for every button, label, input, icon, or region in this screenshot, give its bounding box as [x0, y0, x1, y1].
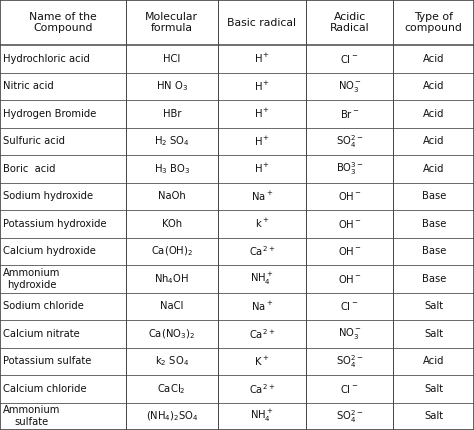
Text: SO$_4^{2-}$: SO$_4^{2-}$	[336, 353, 363, 370]
Text: Ca$^{2+}$: Ca$^{2+}$	[249, 327, 275, 341]
Text: Cl$^-$: Cl$^-$	[340, 383, 359, 395]
Text: SO$_4^{2-}$: SO$_4^{2-}$	[336, 133, 363, 150]
Text: NO$_3^-$: NO$_3^-$	[337, 79, 362, 94]
Text: BO$_3^{3-}$: BO$_3^{3-}$	[336, 160, 364, 177]
Text: k$^+$: k$^+$	[255, 217, 269, 230]
Text: Basic radical: Basic radical	[228, 18, 296, 28]
Text: Cl$^-$: Cl$^-$	[340, 300, 359, 312]
Text: Ca$^{2+}$: Ca$^{2+}$	[249, 244, 275, 258]
Text: CaCl$_2$: CaCl$_2$	[157, 382, 186, 396]
Text: H$^+$: H$^+$	[254, 80, 270, 93]
Text: OH$^-$: OH$^-$	[337, 190, 362, 203]
Text: Br$^-$: Br$^-$	[340, 108, 359, 120]
Text: Sodium hydroxide: Sodium hydroxide	[3, 191, 93, 201]
Text: Name of the
Compound: Name of the Compound	[29, 12, 97, 34]
Text: Ammonium
hydroxide: Ammonium hydroxide	[3, 268, 61, 290]
Text: OH$^-$: OH$^-$	[337, 218, 362, 230]
Text: H$^+$: H$^+$	[254, 162, 270, 175]
Text: Ca(OH)$_2$: Ca(OH)$_2$	[151, 245, 193, 258]
Text: Calcium chloride: Calcium chloride	[3, 384, 87, 394]
Text: H$^+$: H$^+$	[254, 108, 270, 120]
Text: Base: Base	[421, 274, 446, 284]
Text: Ammonium
sulfate: Ammonium sulfate	[3, 405, 61, 427]
Text: K$^+$: K$^+$	[254, 355, 270, 368]
Text: NH$_4^+$: NH$_4^+$	[250, 271, 273, 287]
Text: Nh$_4$OH: Nh$_4$OH	[154, 272, 190, 286]
Text: H$_3$ BO$_3$: H$_3$ BO$_3$	[154, 162, 190, 176]
Text: Sodium chloride: Sodium chloride	[3, 301, 84, 311]
Text: HCl: HCl	[163, 54, 181, 64]
Text: k$_2$ SO$_4$: k$_2$ SO$_4$	[155, 354, 189, 368]
Text: Potassium sulfate: Potassium sulfate	[3, 356, 91, 366]
Text: Potassium hydroxide: Potassium hydroxide	[3, 219, 107, 229]
Text: NO$_3^-$: NO$_3^-$	[337, 326, 362, 341]
Text: Hydrochloric acid: Hydrochloric acid	[3, 54, 90, 64]
Text: NH$_4^+$: NH$_4^+$	[250, 408, 273, 424]
Text: SO$_4^{2-}$: SO$_4^{2-}$	[336, 408, 363, 425]
Text: Acid: Acid	[423, 164, 445, 174]
Text: NaOh: NaOh	[158, 191, 186, 201]
Text: Salt: Salt	[424, 411, 443, 421]
Text: Hydrogen Bromide: Hydrogen Bromide	[3, 109, 97, 119]
Text: OH$^-$: OH$^-$	[337, 273, 362, 285]
Text: Base: Base	[421, 219, 446, 229]
Text: Nitric acid: Nitric acid	[3, 81, 54, 92]
Text: Salt: Salt	[424, 384, 443, 394]
Text: Acid: Acid	[423, 109, 445, 119]
Text: (NH$_4$)$_2$SO$_4$: (NH$_4$)$_2$SO$_4$	[146, 409, 198, 423]
Text: Base: Base	[421, 191, 446, 201]
Text: Acid: Acid	[423, 136, 445, 146]
Text: HN O$_3$: HN O$_3$	[156, 80, 188, 93]
Text: Acidic
Radical: Acidic Radical	[330, 12, 369, 34]
Text: Boric  acid: Boric acid	[3, 164, 56, 174]
Text: Salt: Salt	[424, 301, 443, 311]
Text: Acid: Acid	[423, 81, 445, 92]
Text: Sulfuric acid: Sulfuric acid	[3, 136, 65, 146]
Text: HBr: HBr	[163, 109, 181, 119]
Text: Na$^+$: Na$^+$	[251, 300, 273, 313]
Text: Salt: Salt	[424, 329, 443, 339]
Text: Type of
compound: Type of compound	[405, 12, 463, 34]
Text: Cl$^-$: Cl$^-$	[340, 53, 359, 65]
Text: NaCl: NaCl	[160, 301, 183, 311]
Text: Acid: Acid	[423, 356, 445, 366]
Text: Acid: Acid	[423, 54, 445, 64]
Text: H$^+$: H$^+$	[254, 52, 270, 65]
Text: KOh: KOh	[162, 219, 182, 229]
Text: Calcium nitrate: Calcium nitrate	[3, 329, 80, 339]
Text: Base: Base	[421, 246, 446, 256]
Text: H$^+$: H$^+$	[254, 135, 270, 148]
Text: Na$^+$: Na$^+$	[251, 190, 273, 203]
Text: OH$^-$: OH$^-$	[337, 246, 362, 257]
Text: H$_2$ SO$_4$: H$_2$ SO$_4$	[154, 135, 190, 148]
Text: Ca$^{2+}$: Ca$^{2+}$	[249, 382, 275, 396]
Text: Molecular
formula: Molecular formula	[146, 12, 198, 34]
Text: Ca(NO$_3$)$_2$: Ca(NO$_3$)$_2$	[148, 327, 195, 341]
Text: Calcium hydroxide: Calcium hydroxide	[3, 246, 96, 256]
